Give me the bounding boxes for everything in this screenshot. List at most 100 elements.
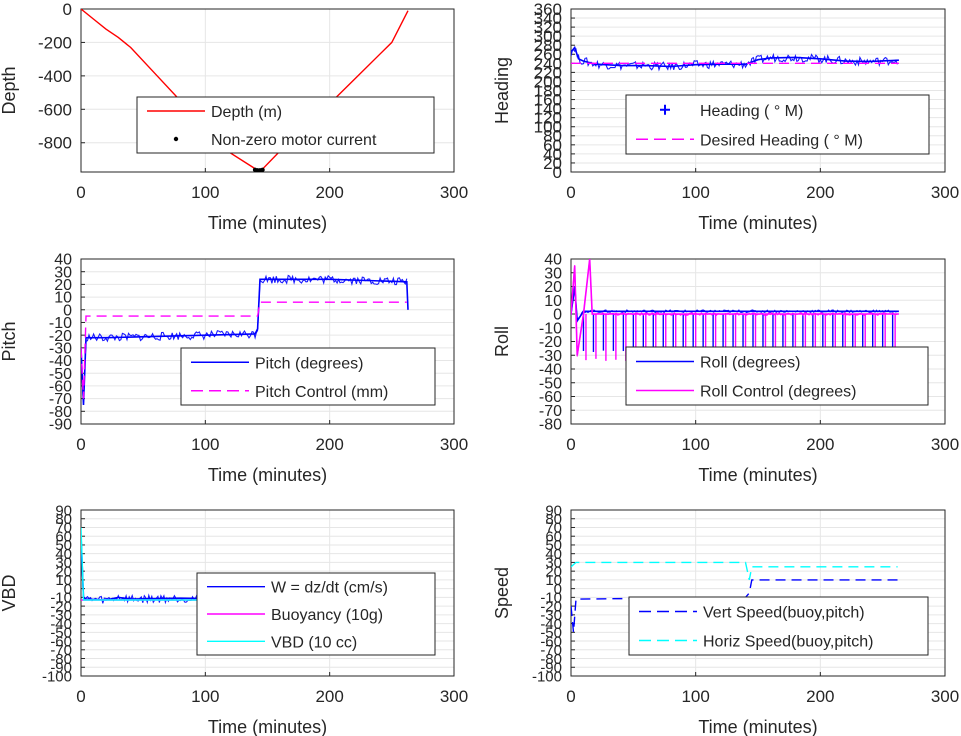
y-tick-label: 220 bbox=[534, 63, 562, 82]
y-tick-label: -70 bbox=[539, 403, 562, 420]
y-tick-label: -50 bbox=[50, 625, 72, 642]
legend-label: VBD (10 cc) bbox=[271, 634, 357, 651]
y-tick-label: 100 bbox=[534, 118, 562, 137]
x-tick-label: 300 bbox=[440, 687, 468, 706]
plot-area bbox=[571, 45, 899, 72]
legend-label: Desired Heading ( ° M) bbox=[700, 132, 863, 149]
y-tick-label: -30 bbox=[49, 340, 72, 357]
x-tick-label: 100 bbox=[191, 183, 219, 202]
y-tick-label: 120 bbox=[534, 109, 562, 128]
legend-box bbox=[136, 96, 435, 154]
y-tick-label: -80 bbox=[540, 651, 562, 668]
y-tick-label: 200 bbox=[534, 72, 562, 91]
y-tick-label: -30 bbox=[50, 607, 72, 624]
x-axis-label: Time (minutes) bbox=[698, 465, 817, 485]
y-tick-label: 30 bbox=[544, 265, 562, 282]
y-tick-label: 80 bbox=[543, 127, 562, 146]
x-tick-label: 300 bbox=[440, 435, 468, 454]
axes-frame bbox=[80, 509, 455, 677]
y-tick-label: 320 bbox=[534, 18, 562, 37]
y-tick-label: 10 bbox=[55, 572, 72, 589]
y-tick-label: 0 bbox=[553, 307, 562, 324]
y-tick-label: -100 bbox=[532, 668, 562, 685]
y-tick-label: 0 bbox=[63, 0, 72, 19]
y-tick-label: -20 bbox=[50, 598, 72, 615]
y-tick-label: 360 bbox=[534, 0, 562, 19]
y-tick-label: 140 bbox=[534, 100, 562, 119]
chart-panel-6: 0 100 200 3009080706050403020100-10-20-30-4… bbox=[492, 502, 959, 736]
y-tick-label: -50 bbox=[540, 625, 562, 642]
y-tick-label: -90 bbox=[50, 660, 72, 677]
y-tick-label: 40 bbox=[545, 546, 562, 563]
series-2-line bbox=[81, 301, 407, 399]
y-tick-label: -60 bbox=[50, 633, 72, 650]
y-tick-label: -50 bbox=[49, 366, 72, 383]
series-1-detail bbox=[81, 274, 408, 403]
legend-label: Roll Control (degrees) bbox=[700, 384, 857, 401]
chart-panel-4: 0 100 200 300403020100-10-20-30-40-50-60-70… bbox=[492, 252, 959, 485]
y-axis-label: Pitch bbox=[0, 321, 19, 361]
y-tick-label: 10 bbox=[545, 572, 562, 589]
y-tick-label: 70 bbox=[545, 520, 562, 537]
x-tick-label: 300 bbox=[931, 183, 959, 202]
y-tick-label: 180 bbox=[534, 81, 562, 100]
legend-label: Pitch (degrees) bbox=[255, 355, 364, 372]
axes-frame bbox=[570, 509, 946, 677]
x-tick-label: 200 bbox=[806, 687, 834, 706]
x-tick-label: 100 bbox=[681, 435, 709, 454]
y-tick-label: 40 bbox=[54, 252, 72, 269]
y-axis-label: Roll bbox=[492, 326, 512, 357]
axes-frame bbox=[80, 258, 455, 425]
legend-marker bbox=[173, 136, 179, 142]
legend-label: W = dz/dt (cm/s) bbox=[271, 580, 388, 597]
y-axis-label: Depth bbox=[0, 66, 19, 114]
y-tick-label: -20 bbox=[49, 328, 72, 345]
x-axis-label: Time (minutes) bbox=[208, 213, 327, 233]
y-tick-label: 20 bbox=[543, 154, 562, 173]
y-tick-label: -600 bbox=[38, 100, 72, 119]
y-tick-label: -80 bbox=[49, 404, 72, 421]
y-tick-label: 30 bbox=[54, 264, 72, 281]
y-tick-label: 240 bbox=[534, 54, 562, 73]
legend-label: Buoyancy (10g) bbox=[271, 607, 383, 624]
y-tick-label: -100 bbox=[42, 668, 72, 685]
y-tick-label: 10 bbox=[544, 293, 562, 310]
legend-box bbox=[625, 346, 929, 406]
x-tick-label: 300 bbox=[931, 687, 959, 706]
y-tick-label: 80 bbox=[545, 511, 562, 528]
y-tick-label: -40 bbox=[539, 362, 562, 379]
chart-panel-5: 0 100 200 3009080706050403020100-10-20-30-4… bbox=[0, 502, 468, 736]
x-tick-label: 0 bbox=[76, 435, 85, 454]
x-tick-label: 200 bbox=[315, 183, 343, 202]
y-axis-label: Speed bbox=[492, 567, 512, 619]
y-tick-label: 50 bbox=[55, 537, 72, 554]
y-tick-label: -90 bbox=[49, 417, 72, 434]
y-tick-label: 300 bbox=[534, 27, 562, 46]
chart-panel-2: 0 100 200 300020406080100120140160180200220… bbox=[492, 0, 959, 233]
x-tick-label: 0 bbox=[76, 183, 85, 202]
y-tick-label: 160 bbox=[534, 91, 562, 110]
y-tick-label: 0 bbox=[553, 163, 562, 182]
series-1-line bbox=[571, 45, 899, 68]
y-tick-label: -40 bbox=[49, 353, 72, 370]
plot-area bbox=[571, 259, 899, 363]
x-tick-label: 200 bbox=[806, 435, 834, 454]
y-tick-label: 280 bbox=[534, 36, 562, 55]
legend-box bbox=[180, 347, 436, 406]
y-tick-label: -50 bbox=[539, 375, 562, 392]
y-tick-label: 90 bbox=[55, 502, 72, 519]
y-tick-label: -30 bbox=[539, 348, 562, 365]
y-axis-label: VBD bbox=[0, 574, 19, 611]
series-2-detail bbox=[571, 259, 898, 357]
y-tick-label: 30 bbox=[545, 555, 562, 572]
y-tick-label: 60 bbox=[543, 136, 562, 155]
legend-box bbox=[628, 596, 929, 656]
y-tick-label: 70 bbox=[55, 520, 72, 537]
y-tick-label: -20 bbox=[540, 598, 562, 615]
x-tick-label: 300 bbox=[931, 435, 959, 454]
y-tick-label: -80 bbox=[50, 651, 72, 668]
y-tick-label: -40 bbox=[540, 616, 562, 633]
legend-label: Roll (degrees) bbox=[700, 355, 800, 372]
legend-label: Heading ( ° M) bbox=[700, 103, 803, 120]
